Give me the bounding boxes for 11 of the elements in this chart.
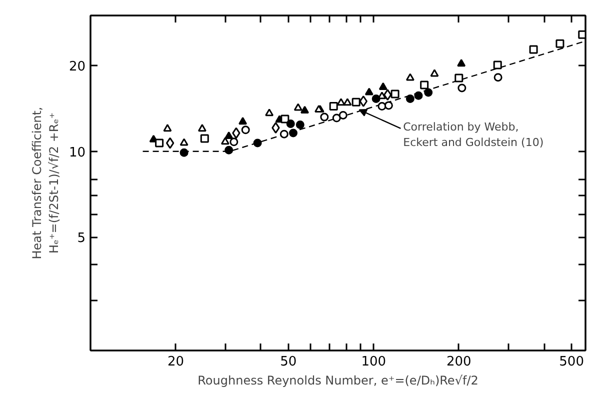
- y-tick-label: 10: [68, 145, 86, 160]
- y-axis-title: Heat Transfer Coefficient, Hₑ⁺=(f/2St-1)/√f/2 +Rₑ⁺: [30, 106, 61, 260]
- annotation: Correlation by Webb, Eckert and Goldstein (10): [403, 120, 544, 150]
- x-tick-label: 200: [446, 354, 472, 370]
- y-tick-label: 20: [68, 60, 86, 75]
- x-tick-label: 100: [361, 354, 386, 370]
- x-tick-label: 50: [280, 354, 297, 370]
- x-tick-label: 20: [167, 354, 184, 370]
- x-axis-title: Roughness Reynolds Number, e⁺=(e/Dₕ)Re√f/2: [198, 374, 478, 388]
- y-tick-label: 5: [77, 231, 86, 246]
- x-tick-label: 500: [559, 354, 584, 370]
